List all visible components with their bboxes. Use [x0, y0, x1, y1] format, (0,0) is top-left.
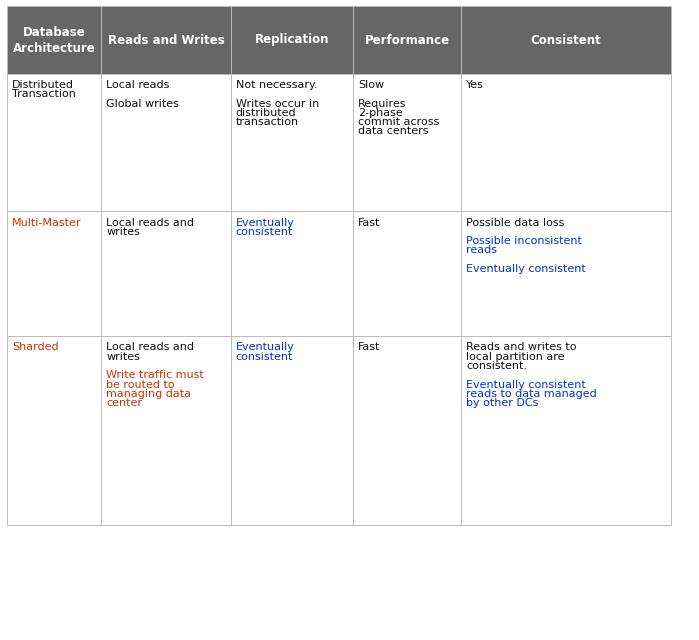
Bar [353, 6, 461, 74]
Text: Eventually consistent: Eventually consistent [466, 264, 586, 274]
Text: Possible inconsistent: Possible inconsistent [466, 236, 582, 246]
Text: Eventually: Eventually [236, 218, 294, 228]
Bar [231, 6, 353, 74]
Text: consistent: consistent [236, 352, 293, 362]
Text: reads to data managed: reads to data managed [466, 388, 597, 399]
Bar [461, 336, 671, 525]
Bar [101, 6, 231, 74]
Text: Database
Architecture: Database Architecture [13, 26, 96, 54]
Bar [353, 211, 461, 336]
Text: Writes occur in: Writes occur in [236, 99, 319, 109]
Text: Slow: Slow [358, 80, 384, 90]
Text: 2-phase: 2-phase [358, 108, 403, 118]
Text: managing data: managing data [106, 388, 192, 399]
Text: Fast: Fast [358, 218, 380, 228]
Text: be routed to: be routed to [106, 380, 175, 390]
Text: transaction: transaction [236, 117, 298, 127]
Bar [101, 211, 231, 336]
Text: consistent.: consistent. [466, 361, 527, 371]
Text: Reads and writes to: Reads and writes to [466, 342, 577, 353]
Bar [7, 6, 101, 74]
Bar [461, 74, 671, 211]
Text: Global writes: Global writes [106, 99, 179, 109]
Bar [101, 336, 231, 525]
Text: Eventually: Eventually [236, 342, 294, 353]
Bar [231, 74, 353, 211]
Text: Fast: Fast [358, 342, 380, 353]
Text: local partition are: local partition are [466, 352, 565, 362]
Text: by other DCs: by other DCs [466, 398, 539, 408]
Text: Transaction: Transaction [12, 89, 75, 99]
Text: Eventually consistent: Eventually consistent [466, 380, 586, 390]
Text: Local reads and: Local reads and [106, 342, 194, 353]
Text: data centers: data centers [358, 126, 428, 136]
Text: distributed: distributed [236, 108, 296, 118]
Text: Replication: Replication [254, 33, 329, 47]
Bar [7, 336, 101, 525]
Text: Local reads and: Local reads and [106, 218, 194, 228]
Text: Write traffic must: Write traffic must [106, 370, 204, 380]
Text: Yes: Yes [466, 80, 484, 90]
Text: Distributed: Distributed [12, 80, 74, 90]
Text: center: center [106, 398, 143, 408]
Text: consistent: consistent [236, 227, 293, 237]
Bar [461, 6, 671, 74]
Text: writes: writes [106, 352, 140, 362]
Bar [231, 336, 353, 525]
Bar [7, 211, 101, 336]
Text: Possible data loss: Possible data loss [466, 218, 565, 228]
Text: writes: writes [106, 227, 140, 237]
Bar [231, 211, 353, 336]
Bar [353, 74, 461, 211]
Bar [461, 211, 671, 336]
Text: Performance: Performance [365, 33, 449, 47]
Text: Requires: Requires [358, 99, 406, 109]
Text: commit across: commit across [358, 117, 439, 127]
Text: reads: reads [466, 245, 497, 255]
Text: Not necessary.: Not necessary. [236, 80, 317, 90]
Text: Reads and Writes: Reads and Writes [108, 33, 224, 47]
Text: Sharded: Sharded [12, 342, 59, 353]
Bar [101, 74, 231, 211]
Text: Local reads: Local reads [106, 80, 170, 90]
Bar [353, 336, 461, 525]
Bar [7, 74, 101, 211]
Text: Consistent: Consistent [531, 33, 602, 47]
Text: Multi-Master: Multi-Master [12, 218, 81, 228]
